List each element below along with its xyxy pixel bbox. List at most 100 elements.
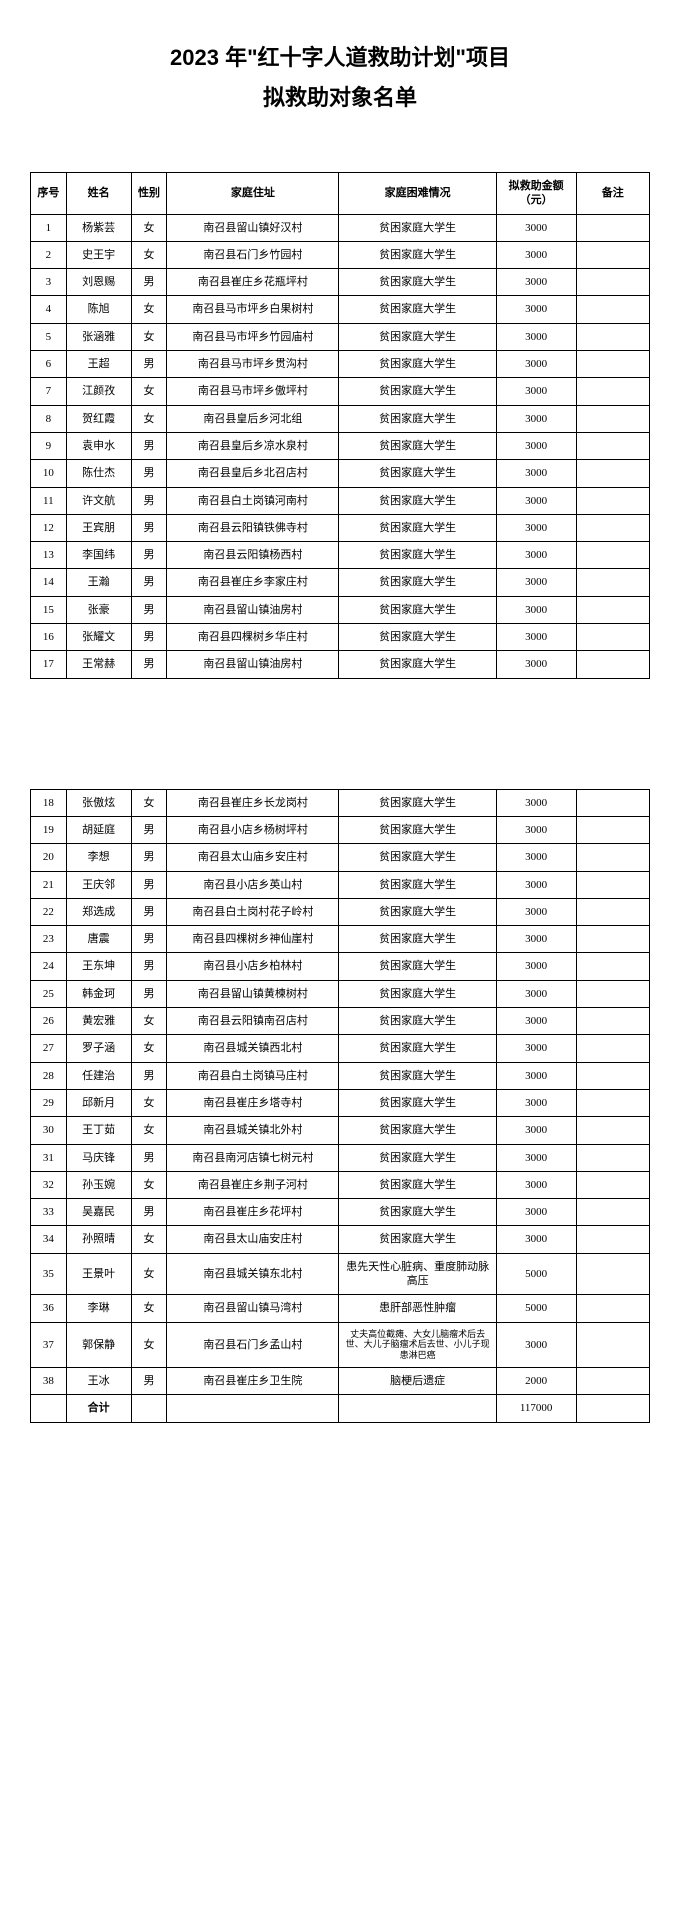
cell-addr: 南召县留山镇油房村 bbox=[167, 651, 339, 678]
cell-amt: 3000 bbox=[496, 1144, 576, 1171]
table-row: 3刘恩赐男南召县崔庄乡花瓶坪村贫困家庭大学生3000 bbox=[31, 269, 650, 296]
cell-name: 王景叶 bbox=[66, 1253, 131, 1295]
cell-seq: 13 bbox=[31, 542, 67, 569]
cell-note bbox=[576, 596, 650, 623]
cell-note bbox=[576, 871, 650, 898]
cell-note bbox=[576, 569, 650, 596]
cell-seq: 30 bbox=[31, 1117, 67, 1144]
cell-sex: 男 bbox=[131, 351, 167, 378]
cell-amt: 3000 bbox=[496, 624, 576, 651]
cell-note bbox=[576, 460, 650, 487]
cell-diff: 贫困家庭大学生 bbox=[339, 323, 496, 350]
table-row: 4陈旭女南召县马市坪乡白果树村贫困家庭大学生3000 bbox=[31, 296, 650, 323]
cell-note bbox=[576, 214, 650, 241]
cell-addr: 南召县留山镇油房村 bbox=[167, 596, 339, 623]
cell-addr: 南召县皇后乡北召店村 bbox=[167, 460, 339, 487]
cell-name: 韩金珂 bbox=[66, 980, 131, 1007]
cell-sex: 女 bbox=[131, 296, 167, 323]
cell-seq: 27 bbox=[31, 1035, 67, 1062]
cell-amt: 3000 bbox=[496, 596, 576, 623]
cell-amt: 3000 bbox=[496, 789, 576, 816]
cell-amt: 5000 bbox=[496, 1295, 576, 1322]
header-name: 姓名 bbox=[66, 173, 131, 215]
cell-name: 杨紫芸 bbox=[66, 214, 131, 241]
cell-seq: 15 bbox=[31, 596, 67, 623]
cell-sex: 男 bbox=[131, 1144, 167, 1171]
table-row: 37郭保静女南召县石门乡孟山村丈夫高位截瘫、大女儿脑瘤术后去世、大儿子脑瘤术后去… bbox=[31, 1322, 650, 1367]
cell-name: 李想 bbox=[66, 844, 131, 871]
cell-note bbox=[576, 1035, 650, 1062]
cell-addr: 南召县皇后乡凉水泉村 bbox=[167, 432, 339, 459]
cell-note bbox=[576, 405, 650, 432]
cell-seq: 31 bbox=[31, 1144, 67, 1171]
cell-diff: 贫困家庭大学生 bbox=[339, 1117, 496, 1144]
table-row: 13李国纬男南召县云阳镇杨西村贫困家庭大学生3000 bbox=[31, 542, 650, 569]
cell-sex: 男 bbox=[131, 514, 167, 541]
cell-name: 王庆邻 bbox=[66, 871, 131, 898]
cell-diff: 贫困家庭大学生 bbox=[339, 569, 496, 596]
cell-note bbox=[576, 487, 650, 514]
cell-addr: 南召县崔庄乡花坪村 bbox=[167, 1199, 339, 1226]
cell-amt: 3000 bbox=[496, 1062, 576, 1089]
cell-diff: 丈夫高位截瘫、大女儿脑瘤术后去世、大儿子脑瘤术后去世、小儿子现患淋巴癌 bbox=[339, 1322, 496, 1367]
cell-addr: 南召县云阳镇铁佛寺村 bbox=[167, 514, 339, 541]
cell-seq: 3 bbox=[31, 269, 67, 296]
cell-name: 任建治 bbox=[66, 1062, 131, 1089]
cell-sex: 男 bbox=[131, 844, 167, 871]
cell-amt: 3000 bbox=[496, 542, 576, 569]
cell-name: 王宾朋 bbox=[66, 514, 131, 541]
table-row: 33吴嘉民男南召县崔庄乡花坪村贫困家庭大学生3000 bbox=[31, 1199, 650, 1226]
cell-note bbox=[576, 1062, 650, 1089]
cell-amt: 3000 bbox=[496, 953, 576, 980]
cell-diff: 贫困家庭大学生 bbox=[339, 460, 496, 487]
table-row: 21王庆邻男南召县小店乡英山村贫困家庭大学生3000 bbox=[31, 871, 650, 898]
cell-diff: 贫困家庭大学生 bbox=[339, 1062, 496, 1089]
total-row: 合计 117000 bbox=[31, 1395, 650, 1422]
cell-name: 王瀚 bbox=[66, 569, 131, 596]
total-amount: 117000 bbox=[496, 1395, 576, 1422]
cell-amt: 3000 bbox=[496, 241, 576, 268]
cell-diff: 贫困家庭大学生 bbox=[339, 487, 496, 514]
cell-amt: 2000 bbox=[496, 1367, 576, 1394]
cell-name: 刘恩赐 bbox=[66, 269, 131, 296]
cell-addr: 南召县云阳镇南召店村 bbox=[167, 1008, 339, 1035]
table-row: 32孙玉婉女南召县崔庄乡荆子河村贫困家庭大学生3000 bbox=[31, 1171, 650, 1198]
table-row: 6王超男南召县马市坪乡贯沟村贫困家庭大学生3000 bbox=[31, 351, 650, 378]
cell-diff: 贫困家庭大学生 bbox=[339, 651, 496, 678]
cell-diff: 患先天性心脏病、重度肺动脉高压 bbox=[339, 1253, 496, 1295]
table-row: 30王丁茹女南召县城关镇北外村贫困家庭大学生3000 bbox=[31, 1117, 650, 1144]
cell-addr: 南召县皇后乡河北组 bbox=[167, 405, 339, 432]
cell-seq: 37 bbox=[31, 1322, 67, 1367]
cell-diff: 贫困家庭大学生 bbox=[339, 953, 496, 980]
cell-amt: 3000 bbox=[496, 1199, 576, 1226]
cell-name: 唐震 bbox=[66, 926, 131, 953]
cell-seq: 32 bbox=[31, 1171, 67, 1198]
cell-sex: 男 bbox=[131, 953, 167, 980]
cell-name: 陈旭 bbox=[66, 296, 131, 323]
cell-addr: 南召县崔庄乡李家庄村 bbox=[167, 569, 339, 596]
cell-note bbox=[576, 542, 650, 569]
cell-addr: 南召县留山镇好汉村 bbox=[167, 214, 339, 241]
cell-seq: 20 bbox=[31, 844, 67, 871]
cell-name: 马庆锋 bbox=[66, 1144, 131, 1171]
cell-name: 许文航 bbox=[66, 487, 131, 514]
table-row: 14王瀚男南召县崔庄乡李家庄村贫困家庭大学生3000 bbox=[31, 569, 650, 596]
cell-addr: 南召县崔庄乡长龙岗村 bbox=[167, 789, 339, 816]
cell-note bbox=[576, 926, 650, 953]
cell-addr: 南召县太山庙乡安庄村 bbox=[167, 844, 339, 871]
header-sex: 性别 bbox=[131, 173, 167, 215]
cell-diff: 贫困家庭大学生 bbox=[339, 351, 496, 378]
table-row: 25韩金珂男南召县留山镇黄楝树村贫困家庭大学生3000 bbox=[31, 980, 650, 1007]
header-amt: 拟救助金额（元） bbox=[496, 173, 576, 215]
page-title: 2023 年"红十字人道救助计划"项目 bbox=[30, 40, 650, 72]
page-subtitle: 拟救助对象名单 bbox=[30, 80, 650, 112]
cell-name: 张涵雅 bbox=[66, 323, 131, 350]
cell-name: 李琳 bbox=[66, 1295, 131, 1322]
cell-diff: 贫困家庭大学生 bbox=[339, 596, 496, 623]
table-row: 1杨紫芸女南召县留山镇好汉村贫困家庭大学生3000 bbox=[31, 214, 650, 241]
cell-amt: 5000 bbox=[496, 1253, 576, 1295]
cell-amt: 3000 bbox=[496, 651, 576, 678]
table-row: 12王宾朋男南召县云阳镇铁佛寺村贫困家庭大学生3000 bbox=[31, 514, 650, 541]
cell-note bbox=[576, 351, 650, 378]
cell-note bbox=[576, 432, 650, 459]
